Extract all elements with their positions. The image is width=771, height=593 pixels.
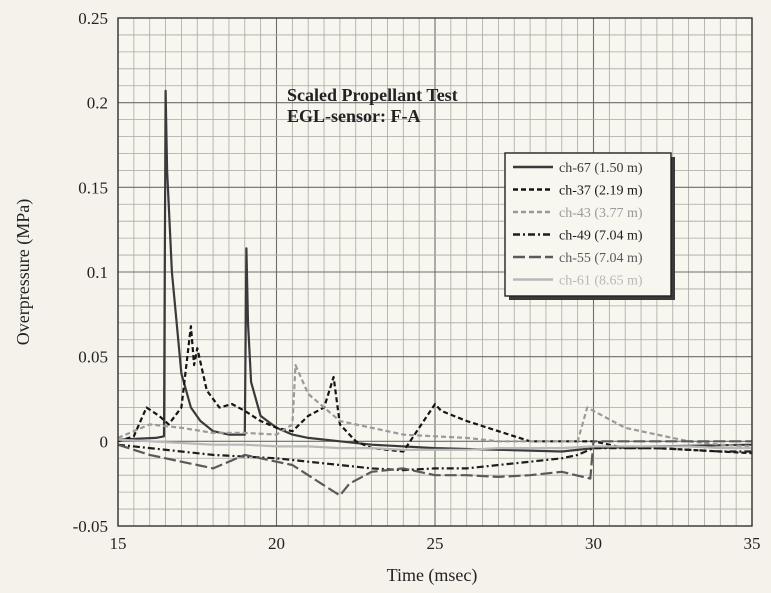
series-line: [117, 364, 753, 448]
y-tick-label: 0.2: [87, 94, 108, 113]
legend-label: ch-37 (2.19 m): [559, 184, 643, 199]
legend-label: ch-55 (7.04 m): [559, 251, 643, 266]
x-tick-label: 15: [110, 534, 127, 553]
y-tick-label: 0: [100, 432, 109, 451]
legend-label: ch-49 (7.04 m): [559, 229, 643, 244]
chart-subtitle: EGL-sensor: F-A: [287, 106, 421, 126]
y-tick-label: 0.25: [78, 9, 108, 28]
x-tick-label: 30: [585, 534, 602, 553]
x-tick-label: 20: [268, 534, 285, 553]
legend-label: ch-67 (1.50 m): [559, 161, 643, 176]
y-tick-label: 0.1: [87, 263, 108, 282]
chart-title: Scaled Propellant Test: [287, 85, 458, 105]
y-tick-label: -0.05: [73, 517, 108, 536]
y-tick-label: 0.05: [78, 348, 108, 367]
legend: ch-67 (1.50 m) ch-37 (2.19 m) ch-43 (3.77 …: [504, 152, 675, 300]
plot-frame: [117, 17, 753, 527]
series-line: [117, 443, 752, 472]
x-axis-label: Time (msec): [387, 565, 478, 586]
legend-box: [504, 152, 672, 297]
x-tick-label: 25: [427, 534, 444, 553]
y-tick-label: 0.15: [78, 178, 108, 197]
legend-label: ch-43 (3.77 m): [559, 206, 643, 221]
series-line: [117, 438, 752, 451]
legend-label: ch-61 (8.65 m): [559, 274, 643, 289]
x-tick-label: 35: [744, 534, 761, 553]
series-line: [117, 440, 752, 497]
y-axis-label: Overpressure (MPa): [13, 199, 34, 345]
